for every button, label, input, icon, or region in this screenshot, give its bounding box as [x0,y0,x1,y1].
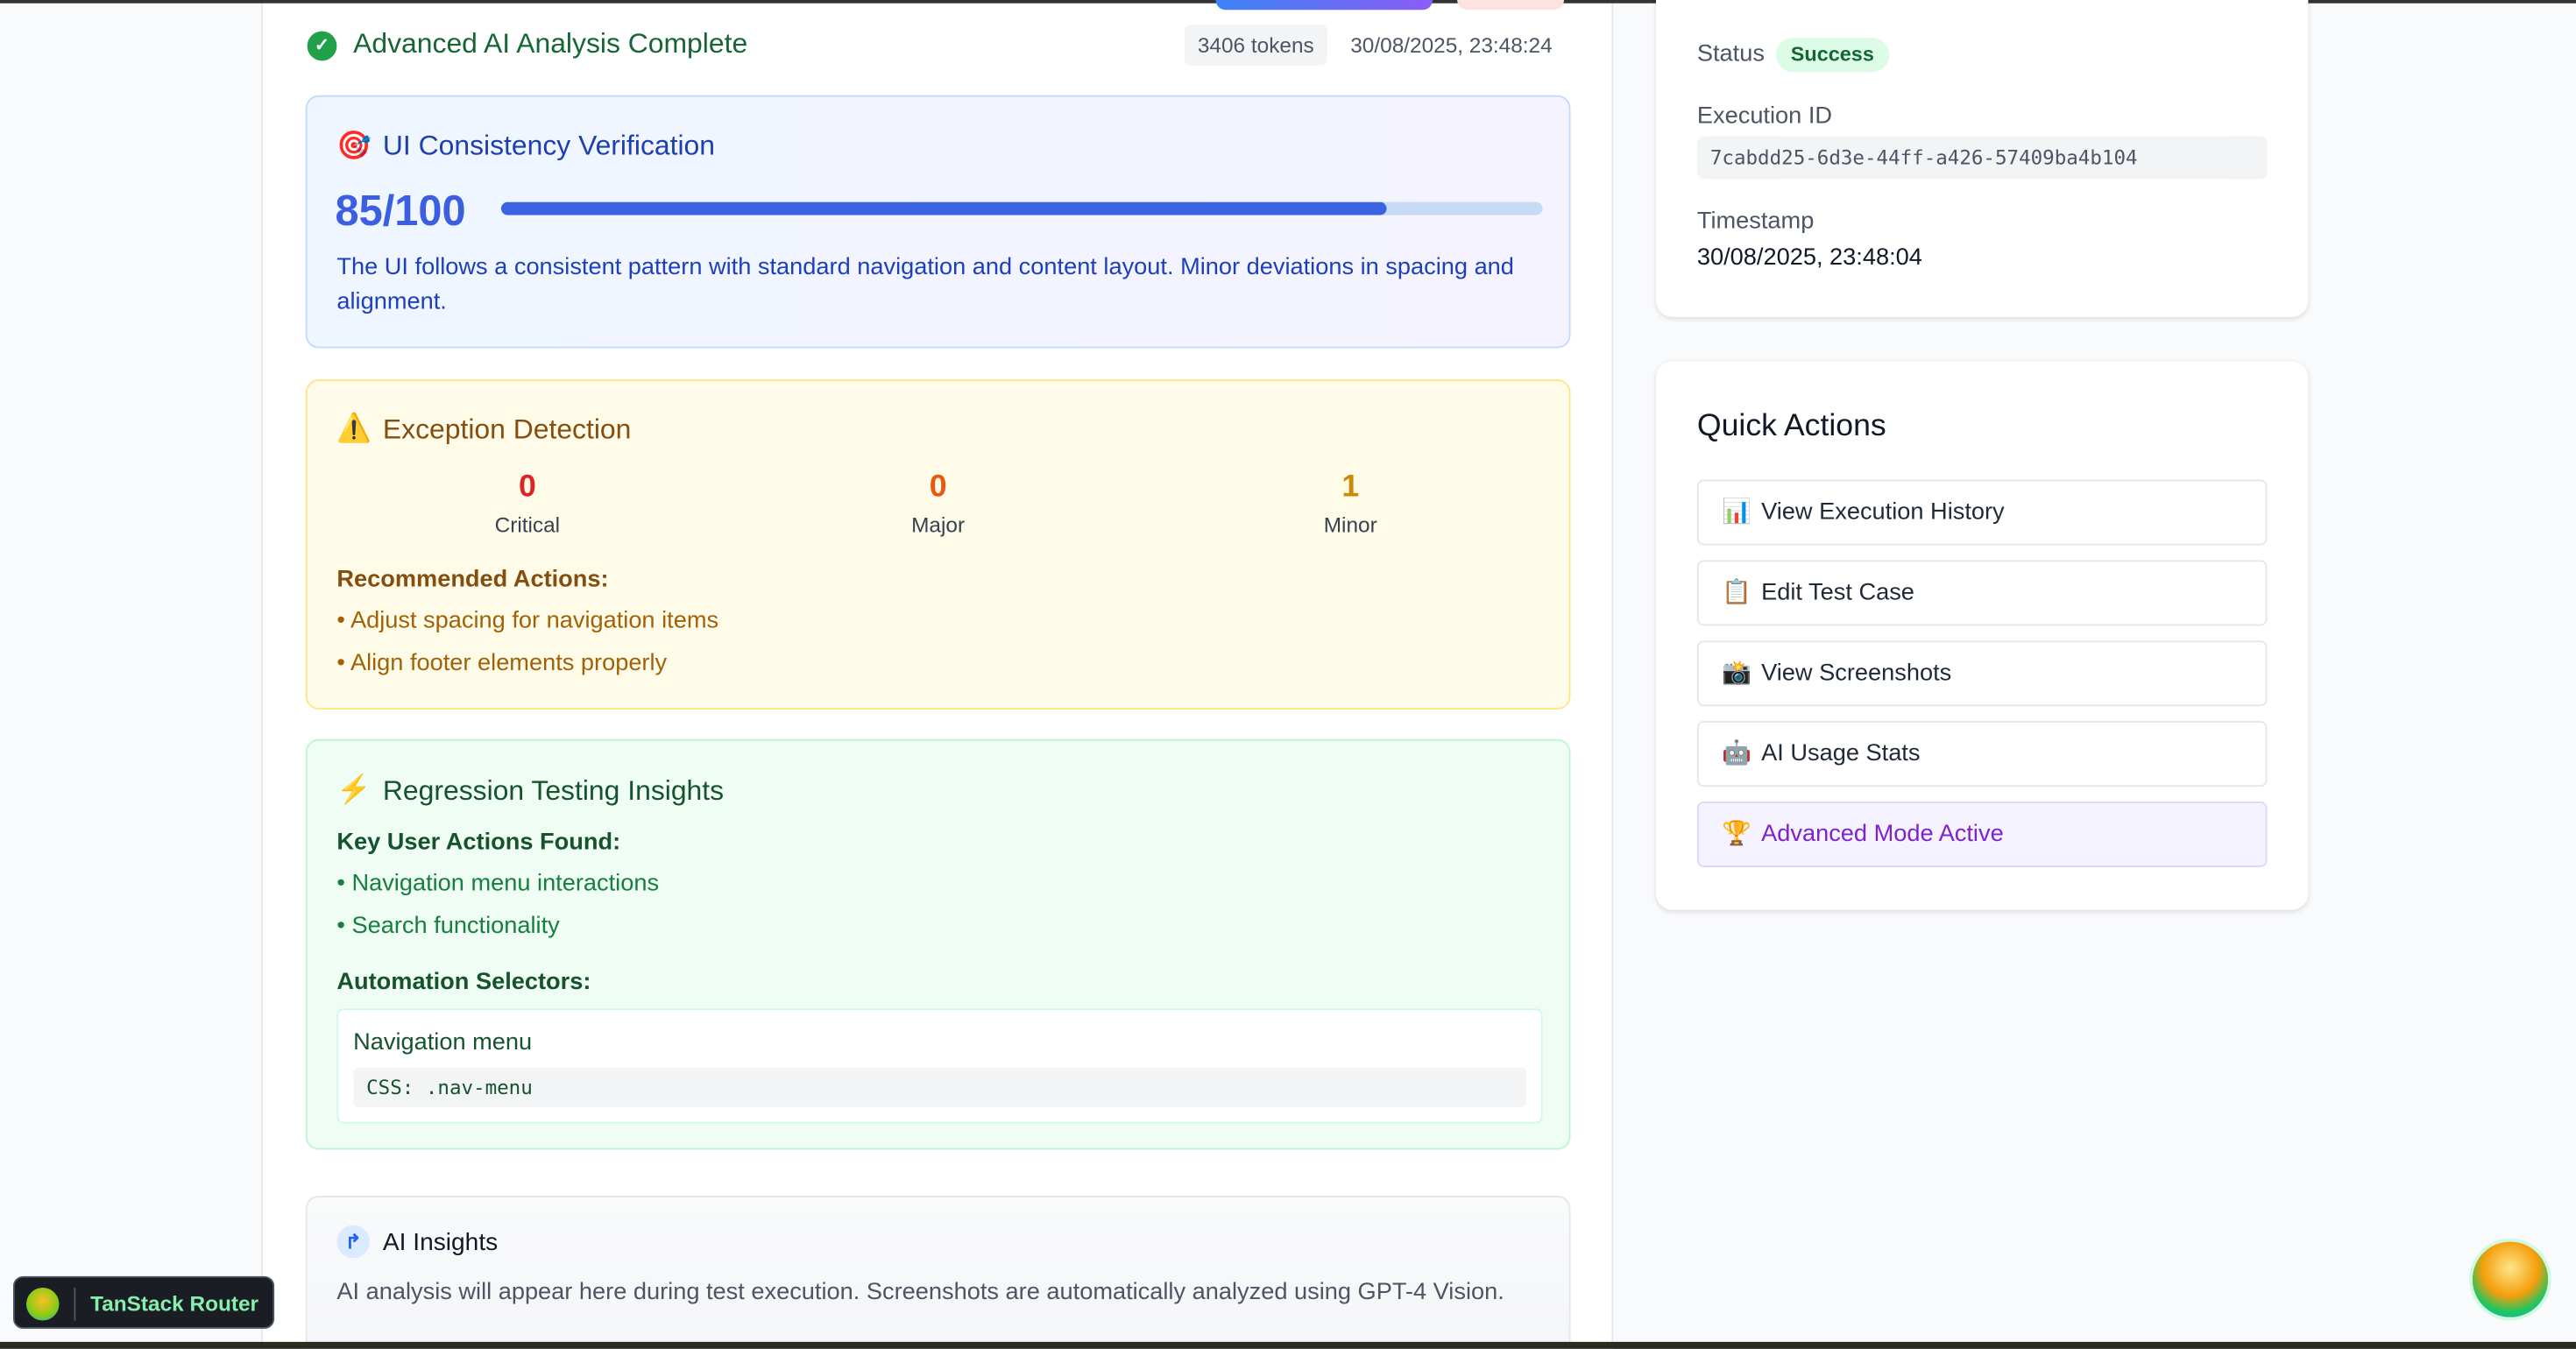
quick-actions-title: Quick Actions [1696,408,1886,444]
advanced-mode-button[interactable]: 🏆 Advanced Mode Active [1696,802,2268,867]
timestamp-value: 30/08/2025, 23:48:04 [1696,244,1922,272]
check-circle-icon: ✓ [307,31,337,61]
primary-button-partial[interactable] [1215,0,1433,11]
analysis-title: Advanced AI Analysis Complete [353,27,748,60]
timestamp-label: Timestamp [1696,208,1815,236]
clipboard-icon: 📋 [1722,579,1752,606]
ai-usage-stats-button[interactable]: 🤖 AI Usage Stats [1696,721,2268,788]
card-title: Regression Testing Insights [382,775,725,807]
key-action: • Navigation menu interactions [336,870,660,897]
key-actions-title: Key User Actions Found: [336,829,621,856]
camera-icon: 📸 [1722,660,1752,687]
stat-label: Minor [1323,512,1377,538]
stat-value: 0 [929,470,947,505]
warning-icon: ⚠️ [336,412,372,444]
lightning-icon: ⚡ [336,773,372,805]
status-label: Status [1696,40,1765,67]
execution-details-card: Status Success Execution ID 7cabdd25-6d3… [1656,0,2309,317]
trophy-icon: 🏆 [1722,821,1752,848]
execution-id-label: Execution ID [1696,103,1833,131]
token-count-badge: 3406 tokens [1184,25,1327,66]
selector-name: Navigation menu [353,1029,533,1056]
stat-label: Major [911,512,966,538]
quick-actions-card: Quick Actions 📊 View Execution History 📋 E… [1656,361,2309,910]
selectors-title: Automation Selectors: [336,969,591,996]
stat-minor: 1 Minor [1219,470,1482,537]
analysis-timestamp: 30/08/2025, 23:48:24 [1350,32,1553,58]
card-title: UI Consistency Verification [382,130,716,161]
ai-insights-text: AI analysis will appear here during test… [336,1279,1504,1306]
status-badge: Success [1775,38,1889,73]
regression-insights-card: ⚡ Regression Testing Insights Key User A… [305,738,1571,1150]
view-execution-history-button[interactable]: 📊 View Execution History [1696,479,2268,546]
score-value: 85/100 [335,185,466,236]
card-title: AI Insights [382,1228,499,1257]
ai-brain-icon: ↱ [336,1225,370,1259]
secondary-button-partial[interactable] [1457,0,1564,11]
left-sidebar [0,0,263,1349]
ui-consistency-card: 🎯 UI Consistency Verification 85/100 The… [305,95,1571,349]
key-action: • Search functionality [336,913,560,940]
selector-css: CSS: .nav-menu [353,1067,1526,1107]
floating-avatar-button[interactable] [2469,1238,2551,1321]
score-progress-bar [500,201,1543,215]
robot-icon: 🤖 [1722,740,1752,767]
stat-major: 0 Major [807,470,1070,537]
target-icon: 🎯 [336,130,372,161]
recommended-action: • Align footer elements properly [336,650,668,677]
edit-test-case-button[interactable]: 📋 Edit Test Case [1696,560,2268,626]
tanstack-router-devtools-button[interactable]: TanStack Router [13,1275,275,1329]
button-label: View Screenshots [1761,660,1952,687]
tanstack-logo-icon [26,1288,60,1321]
execution-id-value: 7cabdd25-6d3e-44ff-a426-57409ba4b104 [1696,136,2268,180]
ai-insights-card: ↱ AI Insights AI analysis will appear he… [305,1196,1571,1349]
selector-item: Navigation menu CSS: .nav-menu [336,1008,1543,1124]
bottom-edge [0,1341,2576,1349]
exception-detection-card: ⚠️ Exception Detection 0 Critical 0 Major … [305,379,1571,710]
score-progress-fill [500,201,1387,215]
button-label: View Execution History [1761,499,2005,526]
button-label: Advanced Mode Active [1761,821,2004,848]
recommended-actions-title: Recommended Actions: [336,566,609,593]
stat-value: 0 [518,470,536,505]
divider [74,1288,76,1321]
stat-label: Critical [494,512,561,538]
consistency-description: The UI follows a consistent pattern with… [336,254,1514,315]
devtools-label: TanStack Router [90,1290,259,1316]
button-label: AI Usage Stats [1761,740,1921,767]
stat-critical: 0 Critical [396,470,659,537]
stat-value: 1 [1341,470,1360,505]
button-label: Edit Test Case [1761,579,1914,606]
card-title: Exception Detection [382,413,632,446]
recommended-action: • Adjust spacing for navigation items [336,607,719,634]
chart-icon: 📊 [1722,499,1752,526]
view-screenshots-button[interactable]: 📸 View Screenshots [1696,640,2268,707]
